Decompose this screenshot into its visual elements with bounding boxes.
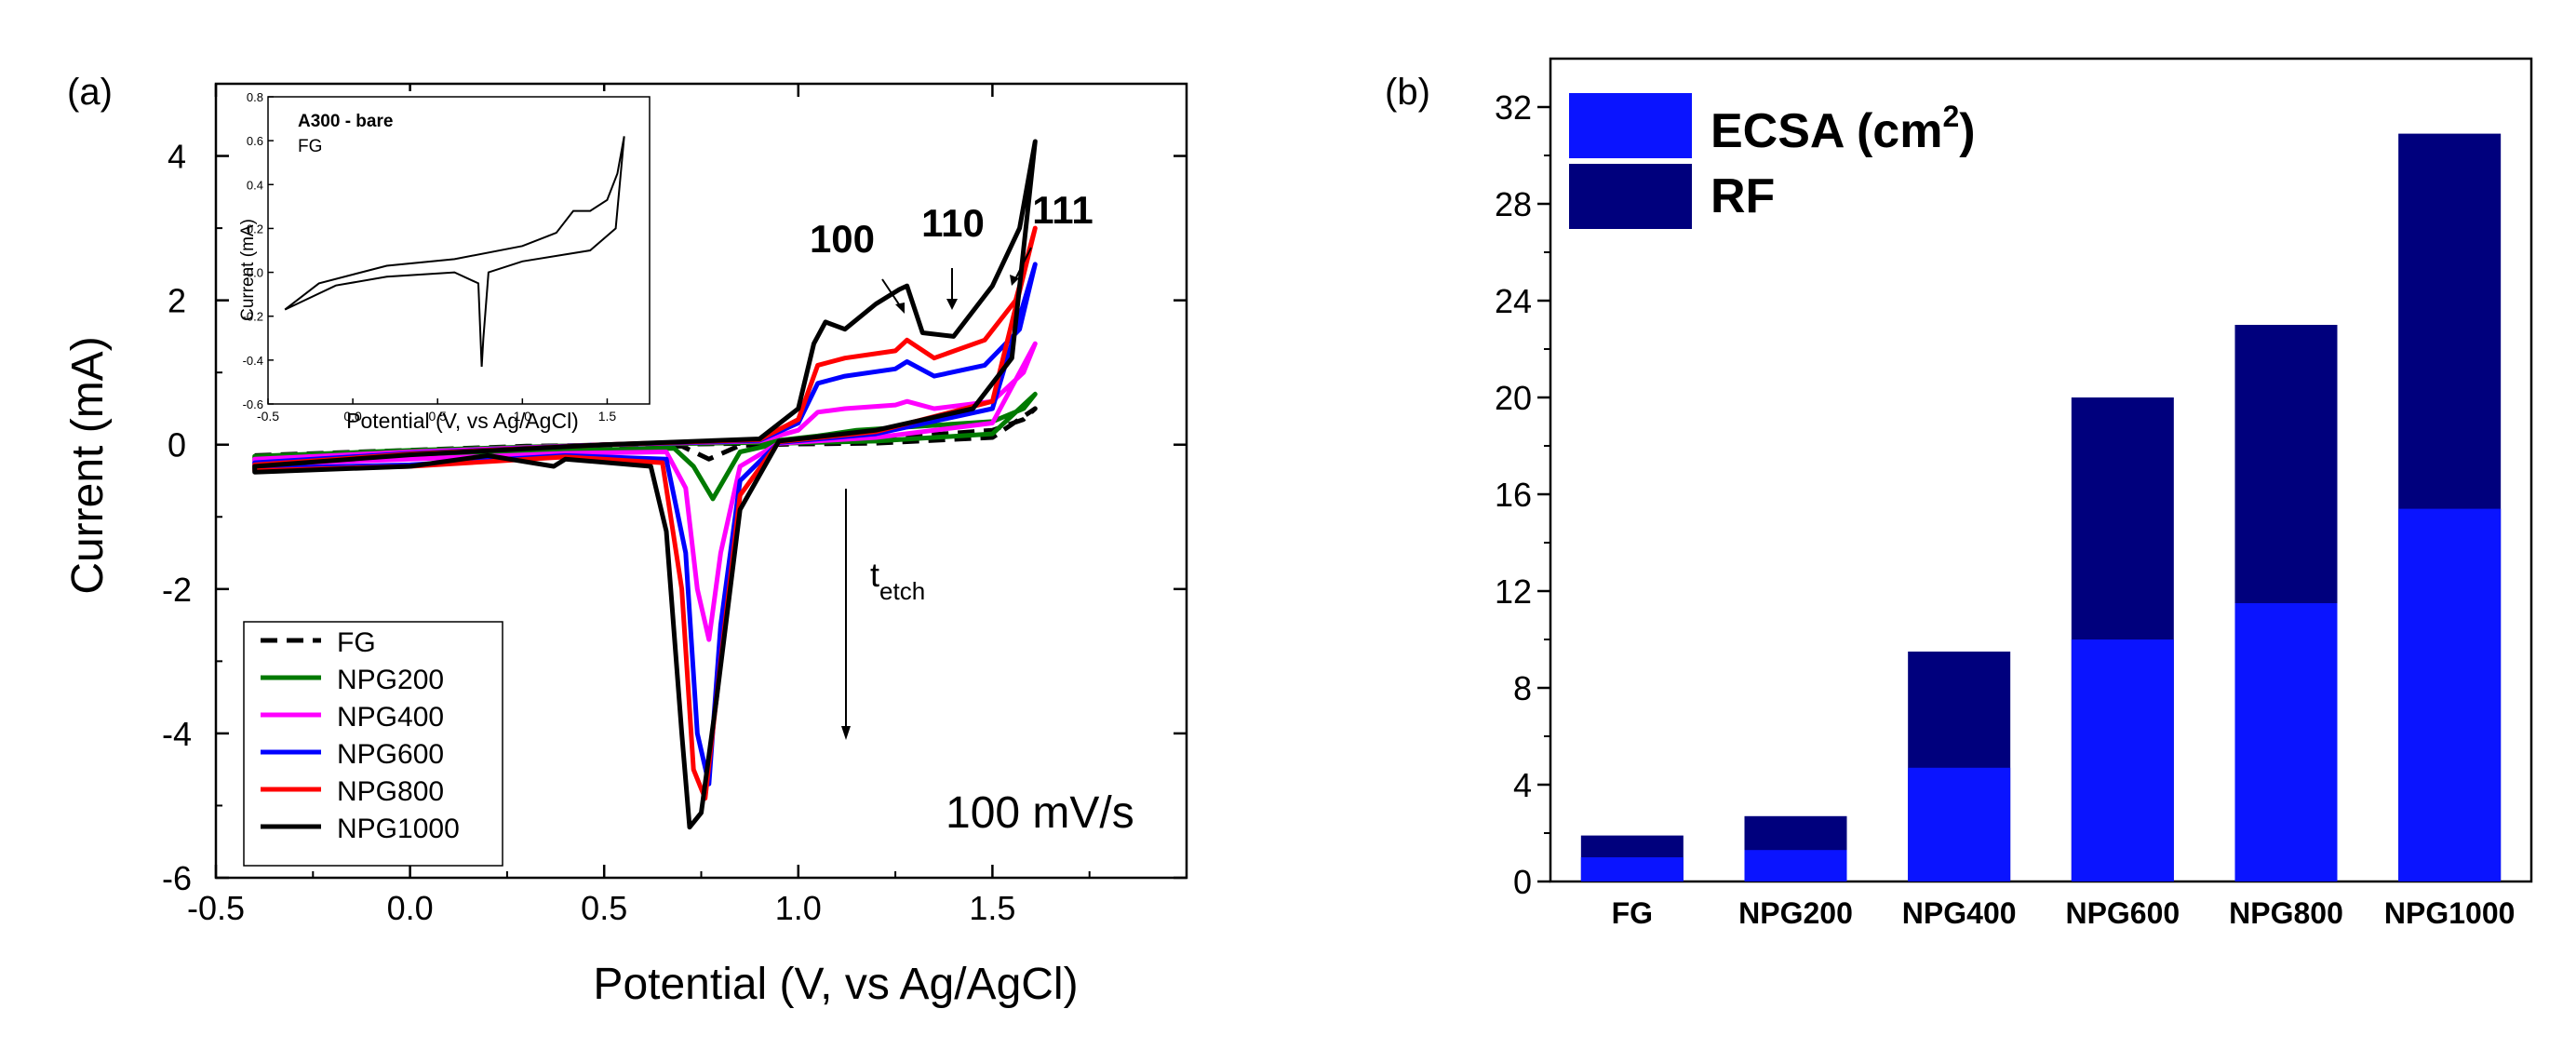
legend-swatch-ecsa <box>1569 93 1692 158</box>
cv-y-tick-label: 2 <box>168 282 186 320</box>
cv-series-npg800 <box>252 225 1038 801</box>
t-etch-label: tetch <box>870 556 925 605</box>
bar-ecsa-npg1000 <box>2398 508 2502 881</box>
bar-y-tick-label: 8 <box>1513 669 1532 707</box>
cv-x-tick-label: 1.5 <box>969 889 1015 927</box>
bar-plot-frame <box>1549 57 2533 883</box>
bar-y-tick-label: 32 <box>1495 88 1532 127</box>
cv-series-npg400 <box>252 341 1038 642</box>
bar-y-tick-label: 0 <box>1513 863 1532 901</box>
inset-y-tick-label: -0.2 <box>243 310 263 324</box>
inset-x-tick-label: 1.0 <box>514 409 532 424</box>
cv-y-axis-label: Current (mA) <box>63 336 113 594</box>
bar-category-label: NPG600 <box>2065 896 2180 930</box>
panel-b-label: (b) <box>1385 72 1430 113</box>
cv-legend-label-npg1000: NPG1000 <box>337 814 460 844</box>
inset-y-tick-label: -0.6 <box>243 397 263 411</box>
inset-x-tick-label: 0.0 <box>343 409 362 424</box>
cv-axis-ticks: -0.5 0.0 0.5 1.0 1.5 -6 -4 -2 0 2 4 <box>162 84 1187 927</box>
legend-swatch-rf <box>1569 164 1692 229</box>
inset-y-tick-label: 0.2 <box>247 222 263 235</box>
bar-category-label: NPG200 <box>1738 896 1853 930</box>
cv-legend-label-fg: FG <box>337 627 376 658</box>
cv-x-tick-label: 0.5 <box>581 889 627 927</box>
bar-category-label: NPG400 <box>1902 896 2017 930</box>
cv-y-tick-label: -4 <box>162 715 192 753</box>
cv-x-tick-label: 1.0 <box>775 889 822 927</box>
inset-axis-ticks: -0.5 0.0 0.5 1.0 1.5 -0.6 -0.4 -0.2 0.0 0.2 0.4 0.6… <box>243 90 617 424</box>
cv-y-tick-label: 0 <box>168 426 186 464</box>
inset-x-tick-label: -0.5 <box>257 409 279 424</box>
inset-series-fg <box>284 136 625 367</box>
bar-ecsa-npg400 <box>1908 767 2011 881</box>
inset-title: A300 - bare <box>298 112 393 131</box>
cv-legend-label-npg200: NPG200 <box>337 665 444 695</box>
inset-background <box>239 91 658 438</box>
cv-x-tick-label: 0.0 <box>387 889 434 927</box>
cv-y-tick-label: -6 <box>162 859 192 897</box>
bar-series: FG NPG200 NPG400 NPG600 NPG800 NPG1000 <box>1580 133 2516 930</box>
inset-subtitle: FG <box>298 137 322 156</box>
peak-arrowheads <box>895 275 1019 314</box>
bar-y-tick-label: 16 <box>1495 476 1532 514</box>
peak-arrowhead-100 <box>895 303 905 314</box>
inset-y-tick-label: -0.4 <box>243 354 263 368</box>
inset-y-tick-label: 0.0 <box>247 266 263 280</box>
cv-legend-label-npg400: NPG400 <box>337 702 444 733</box>
cv-legend-items: FG NPG200 NPG400 NPG600 NPG800 NPG1000 <box>261 627 460 844</box>
cv-series-lines <box>252 139 1038 830</box>
cv-y-tick-label: 4 <box>168 138 186 176</box>
bar-ecsa-fg <box>1580 857 1684 881</box>
inset-x-axis-label: Potential (V, vs Ag/AgCl) <box>346 409 579 433</box>
inset-y-tick-label: 0.6 <box>247 134 263 148</box>
cv-legend-label-npg600: NPG600 <box>337 739 444 770</box>
peak-label-111: 111 <box>1032 188 1093 232</box>
bar-ecsa-npg600 <box>2071 639 2174 881</box>
bar-y-tick-label: 4 <box>1513 766 1532 804</box>
bar-y-tick-label: 24 <box>1495 282 1532 320</box>
cv-y-tick-label: -2 <box>162 571 192 609</box>
panel-a-label: (a) <box>67 72 113 113</box>
inset-plot: -0.5 0.0 0.5 1.0 1.5 -0.6 -0.4 -0.2 0.0 0.2 0.4 0.6… <box>238 90 658 438</box>
inset-y-axis-label: Current (mA) <box>238 219 258 321</box>
peak-arrow-111 <box>1013 247 1032 282</box>
cv-series-npg1000 <box>252 139 1038 830</box>
bar-y-tick-label: 12 <box>1495 572 1532 611</box>
peak-label-100: 100 <box>810 217 875 261</box>
cv-plot: -0.5 0.0 0.5 1.0 1.5 -6 -4 -2 0 2 4 Potential (V, … <box>63 82 1188 1009</box>
bar-y-tick-label: 20 <box>1495 379 1532 417</box>
peak-arrowhead-110 <box>946 299 958 310</box>
inset-y-tick-label: 0.8 <box>247 90 263 104</box>
bar-plot: FG NPG200 NPG400 NPG600 NPG800 NPG1000 0 4 8 12 1… <box>1495 57 2533 930</box>
inset-y-tick-label: 0.4 <box>247 178 263 192</box>
bar-category-label: NPG800 <box>2229 896 2343 930</box>
bar-axis-ticks: 0 4 8 12 16 20 24 28 32 <box>1495 88 1550 901</box>
peak-arrowhead-111 <box>1010 275 1019 286</box>
peak-label-110: 110 <box>921 201 985 245</box>
legend-label-rf: RF <box>1711 169 1775 223</box>
cv-x-axis-label: Potential (V, vs Ag/AgCl) <box>593 960 1078 1009</box>
cv-x-tick-label: -0.5 <box>187 889 245 927</box>
inset-series-lines <box>284 136 625 367</box>
legend-label-ecsa: ECSA (cm2) <box>1711 100 1976 158</box>
t-etch-arrowhead <box>841 726 851 740</box>
inset-frame <box>267 96 651 405</box>
cv-legend-label-npg800: NPG800 <box>337 776 444 807</box>
bar-category-label: FG <box>1612 896 1653 930</box>
scan-rate-label: 100 mV/s <box>946 788 1134 838</box>
inset-x-tick-label: 0.5 <box>428 409 447 424</box>
inset-x-tick-label: 1.5 <box>598 409 617 424</box>
bar-ecsa-npg200 <box>1744 850 1847 881</box>
bar-category-label: NPG1000 <box>2384 896 2516 930</box>
bar-y-tick-label: 28 <box>1495 185 1532 223</box>
bar-ecsa-npg800 <box>2234 603 2338 881</box>
